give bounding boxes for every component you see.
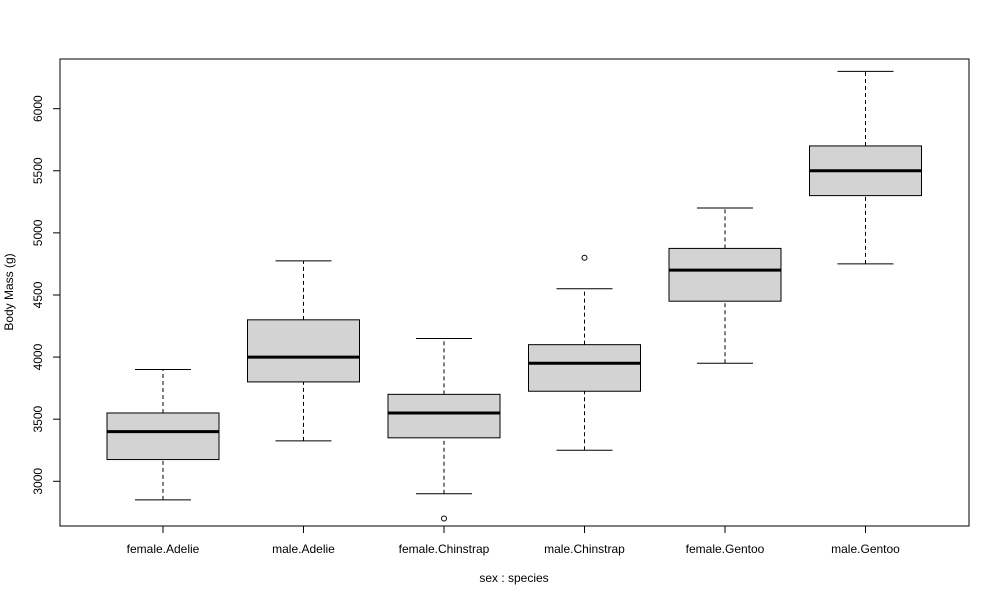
y-tick-label: 5500 bbox=[31, 157, 45, 184]
box-iqr bbox=[528, 344, 641, 392]
y-tick-label: 6000 bbox=[31, 95, 45, 122]
y-axis-title: Body Mass (g) bbox=[2, 253, 16, 330]
box-iqr bbox=[247, 319, 360, 383]
box-iqr bbox=[387, 393, 501, 439]
outlier-point bbox=[441, 515, 447, 522]
box-iqr bbox=[106, 412, 220, 461]
y-tick-label: 3500 bbox=[31, 406, 45, 433]
y-tick-label: 4500 bbox=[31, 281, 45, 308]
x-tick-label: male.Gentoo bbox=[831, 542, 900, 556]
x-tick-label: male.Chinstrap bbox=[544, 542, 625, 556]
box-group bbox=[106, 70, 922, 522]
x-tick-label: male.Adelie bbox=[272, 542, 335, 556]
box-iqr bbox=[668, 247, 782, 302]
y-tick-label: 4000 bbox=[31, 343, 45, 370]
x-tick-label: female.Gentoo bbox=[686, 542, 765, 556]
x-tick-label: female.Adelie bbox=[127, 542, 200, 556]
x-axis: female.Adelie male.Adelie female.Chinstrap… bbox=[127, 525, 900, 556]
outlier-point bbox=[581, 254, 588, 261]
x-tick-label: female.Chinstrap bbox=[399, 542, 490, 556]
y-tick-label: 3000 bbox=[31, 468, 45, 495]
y-axis: 3000 3500 4000 4500 5000 5500 6000 bbox=[31, 95, 61, 495]
y-tick-label: 5000 bbox=[31, 219, 45, 246]
x-axis-title: sex : species bbox=[479, 571, 548, 585]
